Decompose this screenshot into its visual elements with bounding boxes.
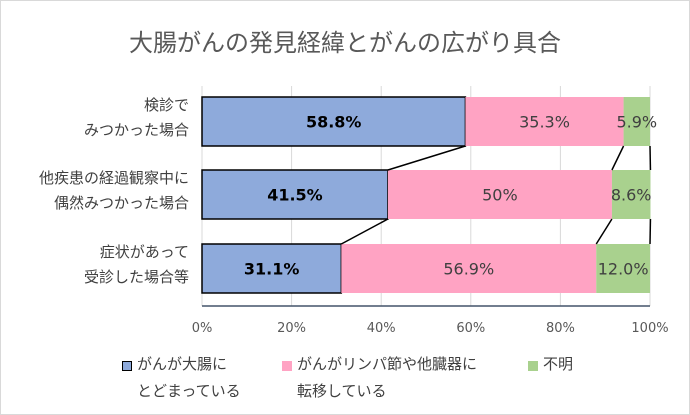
category-label: 他疾患の経過観察中に 偶然みつかった場合 (38, 169, 189, 212)
data-label: 31.1% (244, 260, 300, 279)
bar-segment (623, 97, 650, 146)
series-line (595, 218, 613, 245)
x-tick-label: 20% (277, 321, 306, 336)
data-label: 50% (482, 186, 518, 205)
legend-swatch (122, 361, 132, 371)
legend-swatch (282, 361, 292, 371)
bar-segment (201, 169, 389, 220)
data-label: 41.5% (267, 186, 323, 205)
legend-swatch (528, 361, 538, 371)
data-label: 56.9% (443, 260, 494, 279)
x-tick-label: 80% (546, 321, 575, 336)
bar-segment (341, 244, 597, 293)
bar-segment (465, 97, 624, 146)
data-label: 35.3% (519, 113, 570, 132)
x-tick-label: 60% (456, 321, 485, 336)
series-line (340, 218, 389, 245)
legend-entry: 不明 (543, 355, 574, 373)
data-label: 8.6% (611, 186, 652, 205)
legend-entry: がんが大腸に とどまっている (137, 355, 241, 400)
x-tick-label: 100% (631, 321, 668, 336)
bar-segment (387, 170, 612, 219)
category-label: 検診で みつかった場合 (83, 96, 189, 139)
category-label: 症状があって 受診した場合等 (83, 243, 189, 286)
bar-segment (611, 170, 651, 219)
series-line (387, 145, 466, 171)
legend-entry: がんがリンパ節や他臓器に 転移している (297, 355, 478, 400)
bar-segment (596, 244, 650, 293)
data-label: 12.0% (598, 260, 649, 279)
data-label: 5.9% (616, 113, 657, 132)
x-tick-label: 40% (367, 321, 396, 336)
x-tick-label: 0% (192, 321, 213, 336)
series-line (611, 145, 625, 171)
chart-title: 大腸がんの発見経緯とがんの広がり具合 (129, 29, 561, 57)
data-label: 58.8% (306, 113, 362, 132)
